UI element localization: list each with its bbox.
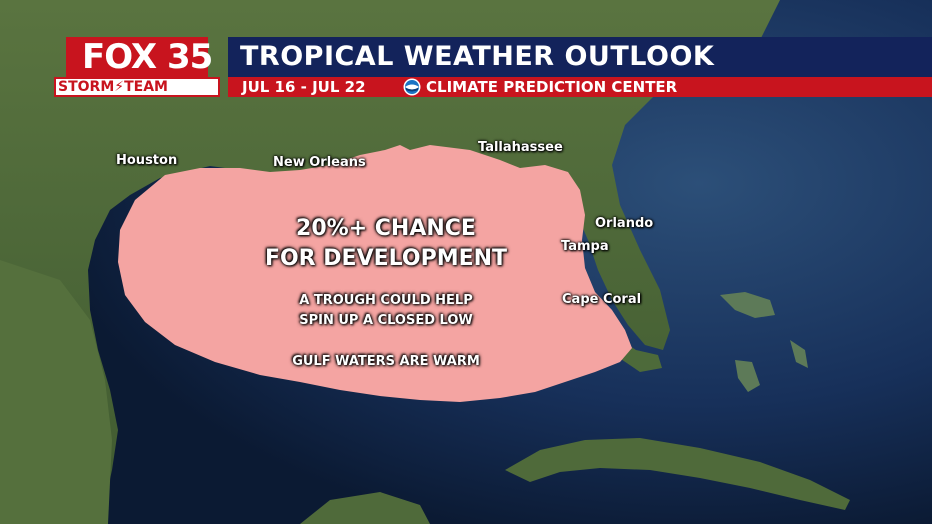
outlook-note-line2: SPIN UP A CLOSED LOW — [299, 313, 473, 328]
station-logo: FOX 35 STORM⚡TEAM — [54, 37, 220, 97]
city-label-houston: Houston — [116, 153, 178, 168]
cuba — [505, 438, 850, 510]
outlook-note-line1: A TROUGH COULD HELP — [299, 293, 473, 308]
logo-storm-box: STORM⚡TEAM — [54, 77, 220, 97]
logo-fox-box: FOX 35 — [66, 37, 213, 77]
header: TROPICAL WEATHER OUTLOOK JUL 16 - JUL 22… — [0, 37, 932, 97]
logo-fox-text: FOX 35 — [82, 37, 213, 77]
outlook-headline-line1: 20%+ CHANCE — [296, 216, 476, 241]
logo-storm-text: STORM⚡TEAM — [58, 79, 168, 95]
city-label-orlando: Orlando — [595, 216, 654, 231]
city-label-tallahassee: Tallahassee — [478, 140, 563, 155]
page-title: TROPICAL WEATHER OUTLOOK — [240, 41, 715, 72]
title-bar — [228, 37, 932, 77]
outlook-area — [118, 145, 632, 402]
outlook-headline-line2: FOR DEVELOPMENT — [264, 246, 508, 271]
city-label-new-orleans: New Orleans — [273, 155, 366, 170]
yucatan — [300, 492, 430, 524]
bahamas — [720, 292, 808, 392]
subtitle-bar — [228, 77, 932, 97]
source-label: CLIMATE PREDICTION CENTER — [426, 78, 678, 96]
noaa-logo-icon — [403, 78, 421, 96]
date-range: JUL 16 - JUL 22 — [242, 78, 366, 96]
city-label-tampa: Tampa — [561, 239, 609, 254]
us-mainland — [0, 0, 780, 524]
outlook-note-line3: GULF WATERS ARE WARM — [292, 354, 480, 369]
city-label-cape-coral: Cape Coral — [562, 292, 642, 307]
mexico-land — [0, 260, 112, 524]
